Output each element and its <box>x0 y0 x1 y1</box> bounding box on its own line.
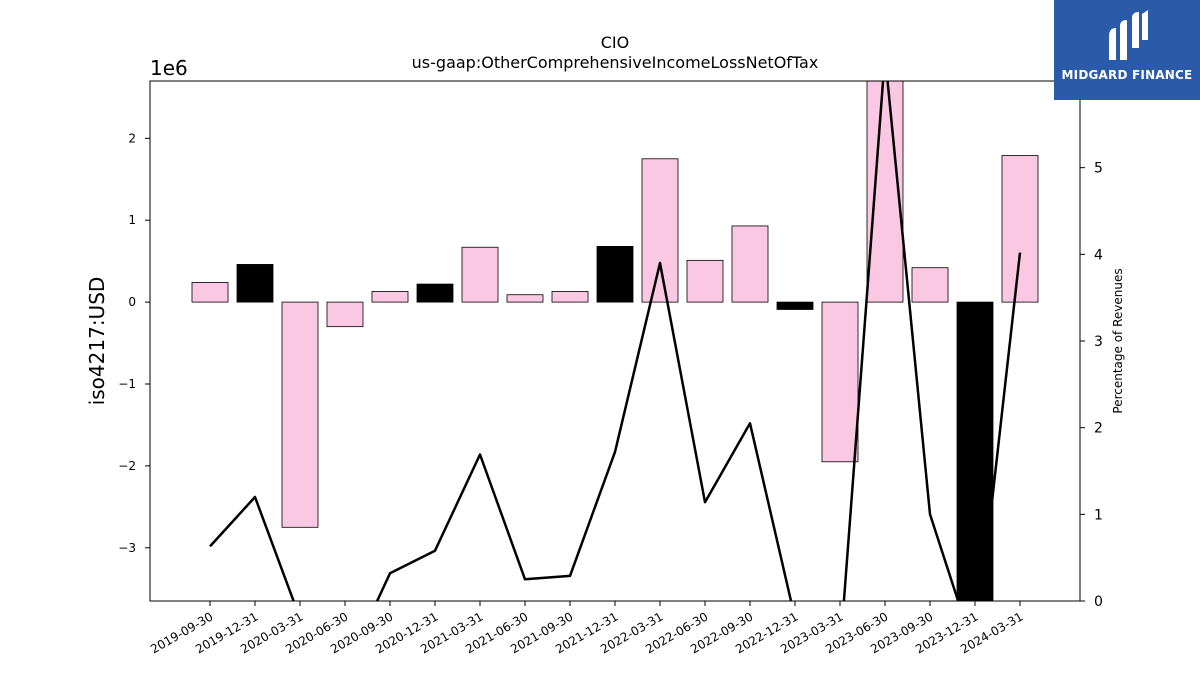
bar <box>776 301 814 310</box>
y-axis: −3 −2 −1 0 1 2 <box>118 131 150 555</box>
y2-tick-label: 4 <box>1094 247 1103 263</box>
bar <box>641 158 679 303</box>
y-tick-label: 0 <box>128 295 136 309</box>
brand-logo: MIDGARD FINANCE <box>1054 0 1200 100</box>
bar <box>506 294 544 303</box>
logo-text: MIDGARD FINANCE <box>1061 68 1193 82</box>
logo-mark-icon <box>1109 10 1148 60</box>
bar <box>326 301 364 328</box>
y2-tick-label: 5 <box>1094 161 1103 177</box>
bar <box>731 225 769 303</box>
bar <box>821 301 859 463</box>
y-exponent-label: 1e6 <box>150 56 188 80</box>
bar <box>371 291 409 303</box>
y2-tick-label: 3 <box>1094 334 1103 350</box>
y2-axis-label: Percentage of Revenues <box>1111 268 1125 413</box>
bar <box>281 301 319 528</box>
bar <box>191 282 229 303</box>
y-tick-label: 1 <box>128 213 136 227</box>
line <box>209 81 1022 601</box>
y2-axis: 0 1 2 3 4 5 <box>1080 161 1103 610</box>
bar <box>551 291 589 303</box>
bar <box>416 283 454 303</box>
chart-subtitle: us-gaap:OtherComprehensiveIncomeLossNetO… <box>412 53 819 72</box>
y-axis-label: iso4217:USD <box>85 277 109 406</box>
bar <box>866 80 904 303</box>
y-tick-label: −2 <box>118 459 136 473</box>
bar <box>686 259 724 303</box>
line-series <box>209 81 1022 601</box>
y-tick-label: 2 <box>128 131 136 145</box>
bar <box>596 246 634 303</box>
y-tick-label: −3 <box>118 541 136 555</box>
bar-series <box>191 80 1039 602</box>
y2-tick-label: 0 <box>1094 594 1103 610</box>
y2-tick-label: 1 <box>1094 507 1103 523</box>
bar <box>956 301 994 602</box>
bar <box>911 267 949 303</box>
bar <box>461 246 499 303</box>
y2-tick-label: 2 <box>1094 421 1103 437</box>
bar <box>1001 155 1039 303</box>
bar <box>236 264 274 303</box>
x-axis: 2019-09-302019-12-312020-03-312020-06-30… <box>148 601 1026 656</box>
chart-title: CIO <box>601 33 629 52</box>
y-tick-label: −1 <box>118 377 136 391</box>
